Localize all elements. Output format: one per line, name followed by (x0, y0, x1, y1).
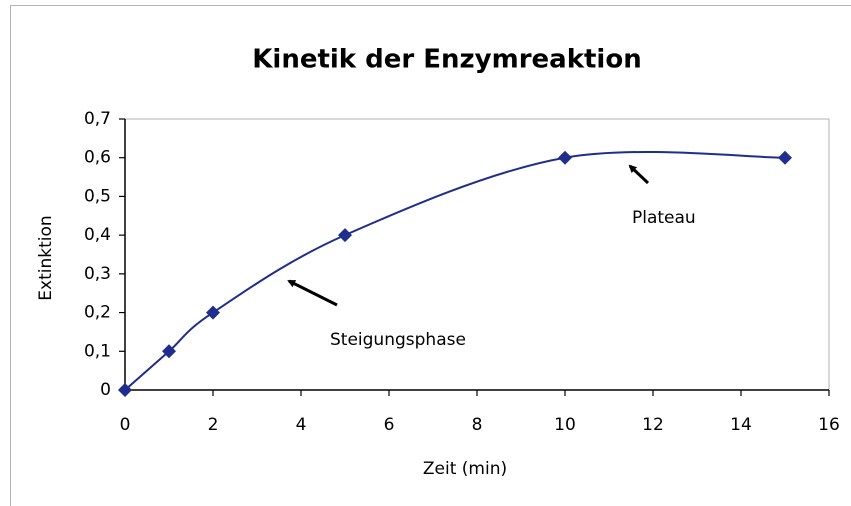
x-tick-label: 4 (296, 415, 307, 435)
annotation: Plateau (632, 208, 696, 228)
chart-title: Kinetik der Enzymreaktion (252, 45, 641, 75)
x-axis-label: Zeit (min) (423, 459, 507, 479)
x-tick-label: 6 (384, 415, 395, 435)
chart-frame (10, 5, 851, 506)
y-tick-label: 0,6 (84, 148, 111, 168)
data-point (338, 228, 352, 243)
x-tick-label: 2 (208, 415, 219, 435)
y-tick-label: 0,7 (84, 109, 111, 129)
y-tick-label: 0,5 (84, 186, 111, 206)
y-tick-label: 0 (100, 380, 111, 400)
y-tick-label: 0,3 (84, 264, 111, 284)
x-tick-label: 12 (642, 415, 664, 435)
annotation: Steigungsphase (330, 330, 466, 350)
y-axis-label: Extinktion (36, 215, 56, 300)
data-point (118, 383, 132, 397)
x-tick-label: 10 (554, 415, 576, 435)
y-tick-label: 0,1 (84, 341, 111, 361)
annotation-arrow (628, 164, 650, 185)
data-point (778, 150, 792, 165)
data-point (162, 344, 176, 359)
x-tick-label: 0 (120, 415, 131, 435)
x-tick-label: 16 (818, 415, 840, 435)
x-tick-label: 14 (730, 415, 752, 435)
y-tick-label: 0,4 (84, 225, 111, 245)
annotation-arrow (287, 279, 338, 307)
x-tick-label: 8 (472, 415, 483, 435)
data-point (206, 305, 220, 320)
y-tick-label: 0,2 (84, 303, 111, 323)
data-point (558, 150, 572, 165)
